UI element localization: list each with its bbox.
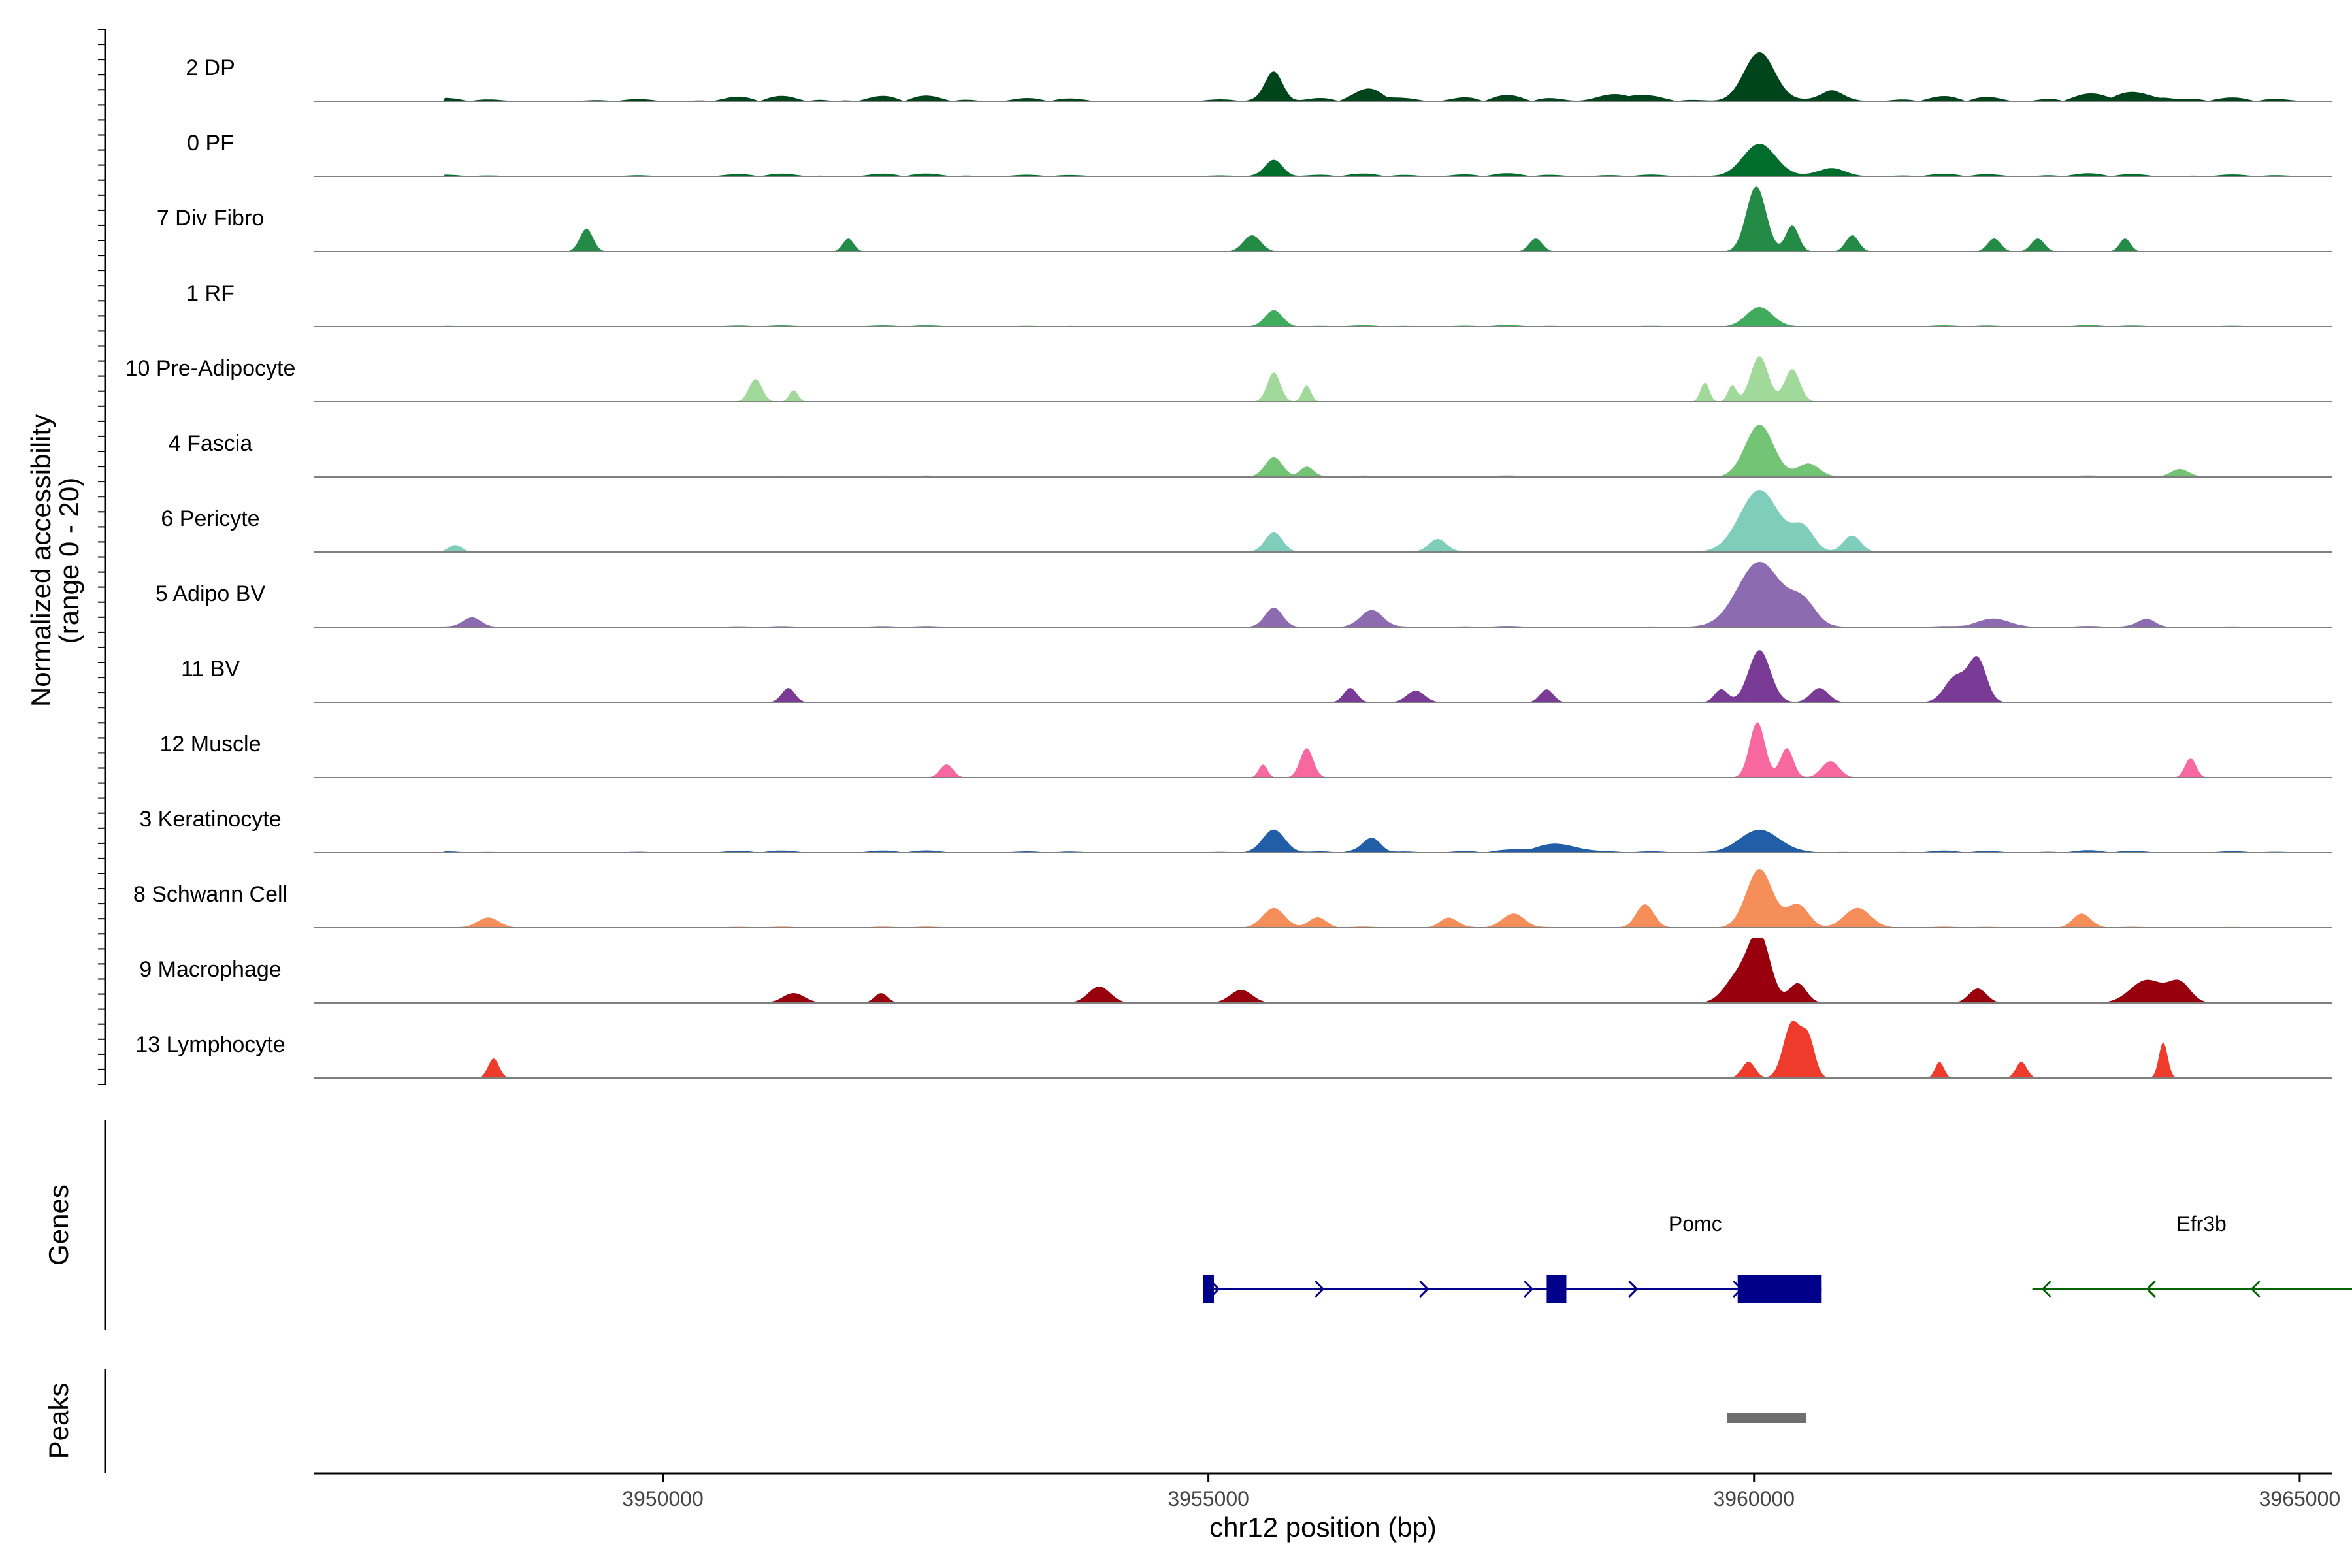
track-2: 0 PF (187, 131, 2332, 177)
track-label: 8 Schwann Cell (133, 882, 287, 907)
strand-arrow (2250, 1280, 2261, 1298)
track-9: 11 BV (181, 650, 2332, 703)
gene-label: Efr3b (2176, 1212, 2226, 1235)
track-10: 12 Muscle (160, 722, 2332, 778)
track-label: 4 Fascia (169, 431, 253, 456)
track-12: 8 Schwann Cell (133, 869, 2332, 928)
track-coverage (314, 938, 2332, 1003)
track-label: 13 Lymphocyte (135, 1032, 285, 1057)
track-coverage (314, 52, 2332, 101)
x-axis-ticks: 3950000 3955000 3960000 3965000 (622, 1473, 2340, 1511)
y-axis-title-line1: Normalized accessibility (25, 414, 56, 707)
track-label: 1 RF (186, 281, 235, 306)
x-axis: 3950000 3955000 3960000 3965000 chr12 posit… (314, 1472, 2340, 1543)
y-axis: Normalized accessibility (range 0 - 20) (25, 29, 106, 1085)
track-1: 2 DP (186, 52, 2332, 102)
strand-arrow (1419, 1280, 1429, 1298)
track-label: 10 Pre-Adipocyte (125, 356, 296, 381)
peaks-panel: Peaks (43, 1369, 1806, 1473)
x-tick-label: 3960000 (1713, 1487, 1795, 1511)
track-4: 1 RF (186, 281, 2332, 327)
track-label: 7 Div Fibro (157, 206, 264, 231)
track-7: 6 Pericyte (161, 490, 2332, 553)
gene-label: Pomc (1669, 1212, 1722, 1235)
peaks-panel-title: Peaks (43, 1383, 74, 1460)
x-tick-label: 3965000 (2259, 1487, 2341, 1511)
track-3: 7 Div Fibro (157, 186, 2332, 252)
x-tick-label: 3955000 (1168, 1487, 1249, 1511)
track-label: 5 Adipo BV (155, 581, 266, 606)
strand-arrow (1628, 1280, 1639, 1298)
track-label: 11 BV (181, 657, 240, 681)
genes-panel-title: Genes (43, 1184, 74, 1266)
track-label: 3 Keratinocyte (139, 807, 281, 832)
track-label: 2 DP (186, 56, 235, 80)
track-11: 3 Keratinocyte (139, 807, 2332, 853)
track-label: 12 Muscle (160, 732, 261, 757)
track-label: 9 Macrophage (139, 957, 281, 982)
strand-arrow (1524, 1280, 1534, 1298)
track-label: 6 Pericyte (161, 506, 259, 531)
track-14: 13 Lymphocyte (135, 1021, 2332, 1079)
y-axis-title-line2: (range 0 - 20) (54, 478, 84, 644)
track-coverage (314, 722, 2332, 777)
track-label: 0 PF (187, 131, 234, 155)
gene-exon (1737, 1275, 1822, 1303)
gene-pomc: Pomc (1203, 1212, 1822, 1303)
x-axis-title: chr12 position (bp) (1209, 1512, 1437, 1543)
genes-panel: Genes Pomc Efr3b (43, 1120, 2352, 1330)
gene-efr3b: Efr3b (2032, 1212, 2352, 1298)
peak-region (1727, 1413, 1806, 1423)
strand-arrow (1315, 1280, 1325, 1298)
track-8: 5 Adipo BV (155, 562, 2332, 628)
accessibility-tracks: 2 DP 0 PF 7 Div Fibro 1 RF 10 Pre-Adipocyte 4… (125, 52, 2332, 1079)
x-tick-label: 3950000 (622, 1487, 704, 1511)
track-5: 10 Pre-Adipocyte (125, 356, 2332, 402)
strand-arrow (2041, 1280, 2051, 1298)
track-13: 9 Macrophage (139, 938, 2332, 1004)
gene-exon (1546, 1275, 1567, 1303)
strand-arrow (2146, 1280, 2156, 1298)
track-6: 4 Fascia (169, 425, 2332, 478)
y-axis-ticks (98, 29, 105, 1085)
track-coverage (314, 186, 2332, 252)
gene-exon (1203, 1275, 1214, 1303)
